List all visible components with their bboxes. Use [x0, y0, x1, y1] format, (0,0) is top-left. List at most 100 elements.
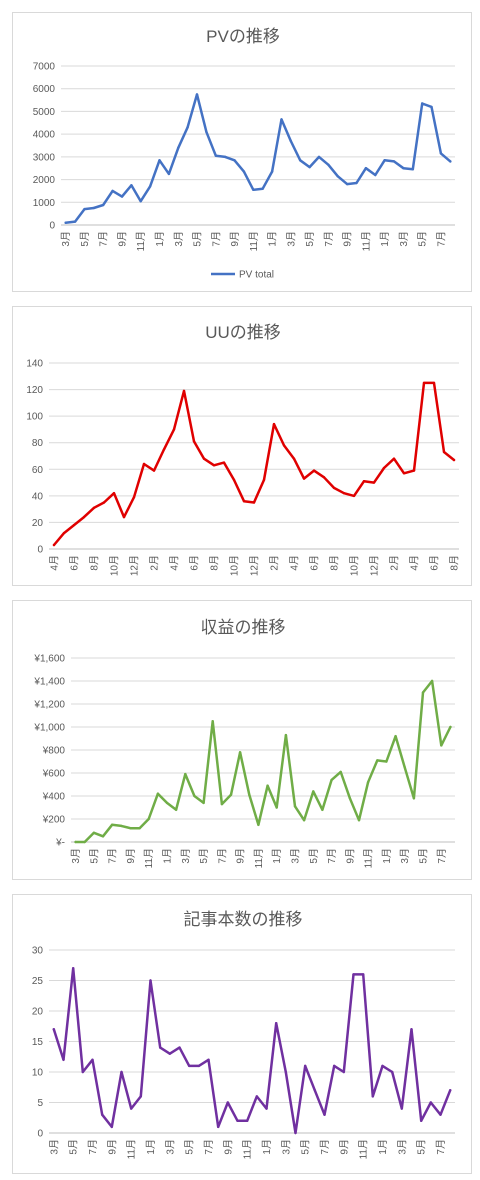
- data-point: [174, 808, 178, 811]
- data-point: [83, 207, 86, 211]
- data-point: [364, 167, 368, 170]
- y-tick-label: 15: [32, 1037, 44, 1048]
- data-point: [439, 1113, 442, 1116]
- x-tick-label: 12月: [129, 555, 141, 576]
- data-point: [357, 819, 361, 822]
- x-tick-label: 12月: [369, 555, 381, 576]
- x-tick-label: 7月: [98, 231, 110, 247]
- data-point: [195, 93, 199, 96]
- data-point: [452, 458, 456, 462]
- data-point: [362, 480, 366, 483]
- x-tick-label: 3月: [280, 1139, 292, 1155]
- data-point: [102, 203, 105, 207]
- x-tick-label: 9月: [222, 1139, 234, 1155]
- data-point: [410, 1028, 413, 1031]
- data-point: [421, 102, 424, 105]
- y-tick-label: 60: [32, 465, 44, 476]
- x-tick-label: 5月: [192, 231, 204, 247]
- data-point: [102, 501, 106, 504]
- series-line: [52, 967, 452, 1135]
- data-point: [120, 824, 123, 828]
- data-point: [371, 1095, 374, 1098]
- data-point: [374, 173, 377, 177]
- x-tick-label: 1月: [145, 1139, 157, 1155]
- x-tick-label: 5月: [88, 848, 100, 864]
- x-tick-label: 10月: [349, 555, 361, 576]
- data-point: [284, 1070, 287, 1074]
- x-tick-label: 7月: [216, 848, 228, 864]
- data-point: [372, 481, 376, 484]
- y-tick-label: 6000: [33, 84, 56, 95]
- x-tick-label: 10月: [109, 555, 121, 576]
- x-tick-label: 11月: [253, 848, 265, 868]
- x-tick-label: 11月: [135, 231, 147, 251]
- y-tick-label: ¥1,000: [33, 723, 65, 734]
- data-point: [421, 691, 425, 694]
- data-point: [252, 501, 256, 504]
- y-tick-label: 20: [32, 1007, 44, 1018]
- y-tick-label: 40: [32, 491, 44, 502]
- y-tick-label: 7000: [33, 62, 56, 73]
- y-tick-label: 5000: [33, 107, 56, 118]
- data-point: [178, 1046, 181, 1049]
- x-tick-label: 3月: [180, 848, 192, 864]
- data-point: [129, 827, 132, 830]
- y-tick-label: 140: [26, 359, 43, 370]
- data-point: [205, 130, 208, 134]
- data-point: [312, 790, 315, 793]
- chart-title: 収益の推移: [201, 618, 286, 637]
- data-point: [449, 1089, 452, 1092]
- data-point: [429, 1101, 432, 1104]
- articles-chart-svg: 記事本数の推移 0 5 10 15 20 25 30 3月 5月 7月 9月 11月 1月 3月 5月 7月 9月…: [32, 910, 455, 1159]
- data-point: [382, 466, 386, 470]
- x-tick-label: 5月: [308, 848, 320, 864]
- chart-title: UUの推移: [205, 323, 281, 342]
- data-point: [122, 515, 126, 519]
- data-point: [246, 1119, 249, 1122]
- y-tick-label: 100: [26, 412, 43, 423]
- data-point: [92, 506, 96, 509]
- data-point: [162, 448, 166, 451]
- data-point: [177, 146, 180, 149]
- x-tick-label: 12月: [249, 555, 261, 576]
- x-tick-label: 7月: [435, 231, 447, 247]
- data-point: [362, 973, 365, 976]
- data-point: [101, 835, 105, 838]
- x-tick-label: 8月: [329, 555, 341, 571]
- x-tick-label: 5月: [417, 231, 429, 247]
- x-tick-label: 1月: [261, 1139, 273, 1155]
- data-point: [432, 381, 436, 385]
- data-point: [257, 823, 260, 826]
- x-tick-label: 5月: [184, 1139, 196, 1155]
- x-tick-label: 9月: [235, 848, 247, 864]
- data-point: [261, 187, 264, 190]
- data-point: [280, 118, 283, 121]
- data-point: [394, 735, 397, 738]
- data-point: [148, 185, 152, 188]
- data-point: [266, 784, 269, 787]
- data-point: [238, 751, 242, 754]
- data-point: [400, 1107, 403, 1110]
- x-tick-label: 11月: [242, 1139, 254, 1159]
- x-tick-label: 1月: [267, 231, 279, 247]
- data-point: [92, 206, 96, 210]
- x-tick-label: 5月: [304, 231, 316, 247]
- x-tick-label: 11月: [248, 231, 260, 251]
- data-point: [348, 797, 352, 800]
- x-tick-label: 5月: [198, 848, 210, 864]
- data-point: [302, 819, 306, 822]
- data-point: [112, 492, 116, 495]
- data-point: [222, 461, 226, 464]
- x-tick-label: 11月: [363, 848, 375, 868]
- x-tick-label: 9月: [125, 848, 137, 864]
- data-point: [184, 772, 187, 776]
- y-tick-label: ¥200: [42, 815, 66, 826]
- data-point: [323, 1113, 326, 1116]
- x-tick-label: 10月: [229, 555, 241, 576]
- data-point: [212, 464, 216, 467]
- data-point: [152, 469, 156, 472]
- data-point: [402, 167, 405, 170]
- data-point: [403, 766, 406, 769]
- data-point: [82, 515, 86, 519]
- x-tick-label: 3月: [396, 1139, 408, 1155]
